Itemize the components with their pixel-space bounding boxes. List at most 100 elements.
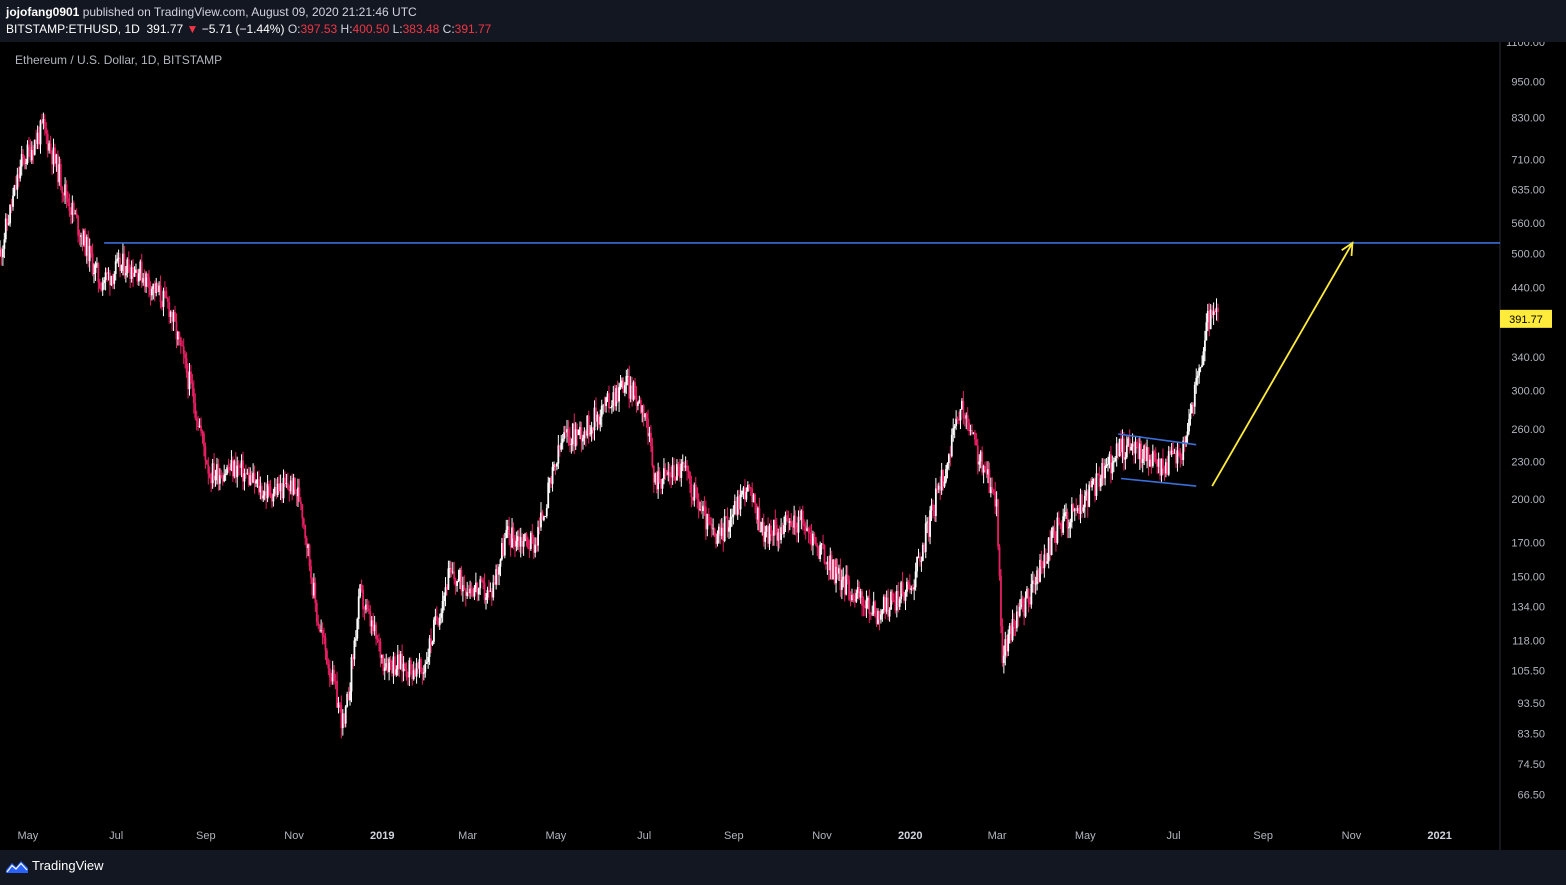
candle-body [872,601,875,614]
candle-body [809,532,811,534]
candle-body [356,618,359,639]
candle-body [911,588,914,590]
candle-body [352,657,354,660]
candle-body [657,471,660,490]
candle-body [7,223,10,225]
candle-body [1075,508,1078,511]
candle-body [1147,447,1150,467]
y-tick-label: 500.00 [1511,248,1545,260]
candle-body [158,285,161,292]
drawings-layer[interactable] [104,241,1500,487]
price-axis[interactable] [1500,42,1566,850]
y-tick-label: 710.00 [1511,154,1545,166]
candle-body [906,581,908,592]
candle-body [148,277,150,288]
candle-body [1059,523,1062,524]
candle-body [707,514,710,524]
candle-body [266,483,269,499]
candle-body [192,388,195,404]
candle-body [474,582,477,589]
candle-body [1088,484,1091,507]
high-value: 400.50 [352,22,390,36]
x-tick-label: Sep [724,830,744,842]
candle-body [323,635,325,638]
candle-body [181,345,184,347]
candle-body [1008,625,1011,635]
candle-body [952,428,955,435]
candle-body [1066,512,1069,529]
candle-body [654,473,657,483]
candle-body [512,527,515,539]
y-tick-label: 1100.00 [1506,42,1545,49]
candle-body [1007,634,1010,652]
candle-body [1189,413,1192,420]
candle-body [153,283,156,294]
candle-body [732,514,735,517]
candle-body [560,442,563,450]
candle-body [291,480,294,495]
candle-body [100,288,103,291]
candle-body [1053,527,1056,535]
flag-lower-line[interactable] [1120,477,1197,487]
candle-body [602,405,605,407]
candle-body [878,611,881,620]
candle-body [386,663,389,672]
candle-body [959,409,962,421]
candle-body [258,479,260,493]
candle-body [636,402,639,406]
candle-body [184,353,187,359]
candle-body [547,482,550,508]
candle-body [81,235,84,245]
candle-body [774,519,777,525]
candle-body [946,463,949,469]
candle-body [68,202,71,212]
candle-body [823,545,826,564]
chart-area[interactable]: Ethereum / U.S. Dollar, 1D, BITSTAMP 110… [0,42,1566,850]
price-chart[interactable]: Ethereum / U.S. Dollar, 1D, BITSTAMP 110… [0,42,1566,850]
target-arrow-line[interactable] [1211,242,1354,487]
candle-body [111,275,114,284]
candle-body [182,346,185,354]
candle-body [752,494,755,503]
candle-body [608,393,610,409]
candle-body [408,660,411,678]
candle-body [908,584,911,590]
author-name[interactable]: jojofang0901 [6,5,80,19]
candle-body [74,213,77,215]
candle-body [88,245,91,262]
candle-body [240,460,243,468]
candle-body [537,527,539,546]
candle-body [947,454,950,464]
candle-body [613,392,616,407]
brand[interactable]: TradingView [6,858,104,873]
candle-body [997,499,999,547]
candle-body [1202,351,1205,366]
candle-body [200,425,202,432]
candle-body [391,662,393,674]
candle-body [955,418,958,427]
candle-body [822,543,824,546]
candle-body [564,432,567,433]
candle-body [796,528,798,533]
candle-body [793,515,796,528]
candle-body [198,425,201,428]
chart-header: jojofang0901 published on TradingView.co… [0,0,1566,42]
candle-body [195,417,198,422]
candle-body [885,597,888,612]
candle-body [207,464,210,474]
candle-body [1123,438,1125,460]
candle-body [1157,458,1160,467]
candle-body [336,681,338,708]
candle-body [667,472,670,475]
candle-body [221,477,224,482]
candle-body [576,429,579,436]
symbol-label[interactable]: BITSTAMP:ETHUSD, 1D [6,22,140,36]
candle-body [64,184,66,196]
candle-body [1211,309,1214,315]
candle-body [1167,451,1170,475]
candle-body [1083,495,1086,508]
flag-upper-line[interactable] [1118,433,1197,446]
candle-body [895,591,898,611]
candle-body [230,459,233,471]
candle-body [129,272,132,279]
